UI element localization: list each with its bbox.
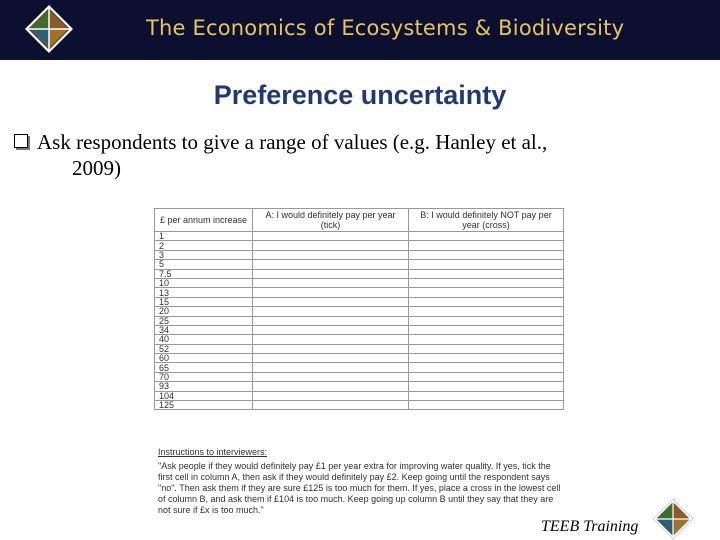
banner-title: The Economics of Ecosystems & Biodiversi…	[146, 16, 625, 40]
amount-cell: 13	[154, 287, 253, 298]
cross-cell	[408, 324, 564, 336]
tick-cell	[252, 240, 409, 251]
amount-cell: 65	[154, 362, 253, 373]
table-row: 60	[154, 353, 564, 364]
amount-cell: 2	[154, 240, 253, 251]
amount-cell: 5	[154, 259, 253, 270]
table-row: 1	[154, 230, 564, 242]
table-row: 65	[154, 362, 564, 373]
table-row: 2	[154, 240, 564, 251]
cross-cell	[408, 371, 564, 383]
tick-cell	[252, 259, 409, 270]
tick-cell	[252, 334, 409, 345]
amount-cell: 125	[154, 400, 253, 411]
table-row: 10	[154, 277, 564, 289]
tick-cell	[252, 390, 409, 402]
table-row: 125	[154, 400, 564, 411]
teeb-diamond-logo-icon	[25, 5, 73, 53]
tick-cell	[252, 287, 409, 298]
bullet-text-line1: Ask respondents to give a range of value…	[37, 130, 548, 154]
header-banner: The Economics of Ecosystems & Biodiversi…	[0, 0, 720, 60]
column-header-will-not-pay: B: I would definitely NOT pay per year (…	[408, 208, 564, 232]
amount-cell: 93	[154, 381, 253, 392]
cross-cell	[408, 400, 564, 411]
table-row: 34	[154, 324, 564, 336]
tick-cell	[252, 400, 409, 411]
table-row: 5	[154, 259, 564, 270]
tick-cell	[252, 371, 409, 383]
tick-cell	[252, 343, 409, 355]
slide-title: Preference uncertainty	[213, 80, 507, 110]
cross-cell	[408, 249, 564, 261]
table-row: 70	[154, 371, 564, 383]
footer-label: TEEB Training	[541, 518, 639, 535]
table-row: 25	[154, 315, 564, 326]
cross-cell	[408, 296, 564, 308]
instructions-title: Instructions to interviewers:	[158, 447, 268, 457]
table-row: 13	[154, 287, 564, 298]
column-header-will-pay: A: I would definitely pay per year (tick…	[252, 208, 409, 232]
checkbox-bullet-icon	[14, 134, 28, 148]
amount-cell: 10	[154, 277, 253, 289]
cross-cell	[408, 353, 564, 364]
amount-cell: 70	[154, 371, 253, 383]
table-row: 3	[154, 249, 564, 261]
cross-cell	[408, 381, 564, 392]
cross-cell	[408, 343, 564, 355]
amount-cell: 25	[154, 315, 253, 326]
instructions-text: "Ask people if they would definitely pay…	[158, 461, 561, 515]
table-row: 104	[154, 390, 564, 402]
cross-cell	[408, 334, 564, 345]
table-row: 7.5	[154, 268, 564, 279]
amount-cell: 1	[154, 230, 253, 242]
tick-cell	[252, 381, 409, 392]
amount-cell: 34	[154, 324, 253, 336]
amount-cell: 40	[154, 334, 253, 345]
tick-cell	[252, 353, 409, 364]
tick-cell	[252, 230, 409, 242]
cross-cell	[408, 287, 564, 298]
tick-cell	[252, 296, 409, 308]
tick-cell	[252, 249, 409, 261]
amount-cell: 104	[154, 390, 253, 402]
table-row: 93	[154, 381, 564, 392]
cross-cell	[408, 240, 564, 251]
tick-cell	[252, 306, 409, 317]
cross-cell	[408, 230, 564, 242]
cross-cell	[408, 315, 564, 326]
tick-cell	[252, 362, 409, 373]
column-header-amount: £ per annum increase	[154, 208, 253, 232]
tick-cell	[252, 277, 409, 289]
cross-cell	[408, 277, 564, 289]
amount-cell: 20	[154, 306, 253, 317]
cross-cell	[408, 268, 564, 279]
table-row: 52	[154, 343, 564, 355]
teeb-footer-logo-icon	[652, 498, 694, 540]
amount-cell: 3	[154, 249, 253, 261]
tick-cell	[252, 324, 409, 336]
bullet-point: Ask respondents to give a range of value…	[14, 129, 704, 181]
cross-cell	[408, 390, 564, 402]
amount-cell: 15	[154, 296, 253, 308]
payment-card-table: £ per annum increase A: I would definite…	[154, 208, 564, 411]
cross-cell	[408, 362, 564, 373]
table-row: 15	[154, 296, 564, 308]
amount-cell: 52	[154, 343, 253, 355]
table-row: 40	[154, 334, 564, 345]
cross-cell	[408, 306, 564, 317]
cross-cell	[408, 259, 564, 270]
tick-cell	[252, 315, 409, 326]
amount-cell: 60	[154, 353, 253, 364]
table-row: 20	[154, 306, 564, 317]
amount-cell: 7.5	[154, 268, 253, 279]
tick-cell	[252, 268, 409, 279]
bullet-text-line2: 2009)	[72, 156, 121, 180]
